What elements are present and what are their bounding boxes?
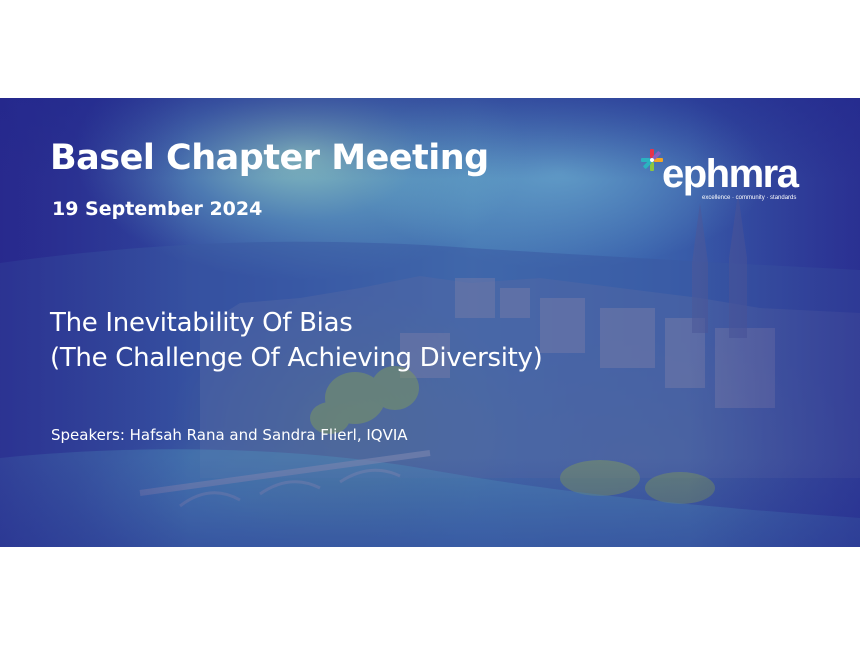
ephmra-wordmark: ephmra <box>662 152 799 196</box>
ephmra-logo: ephmra excellence · community · standard… <box>640 146 820 206</box>
meeting-date: 19 September 2024 <box>52 198 263 220</box>
background-vignette <box>0 98 860 547</box>
talk-title-line-1: The Inevitability Of Bias <box>50 308 353 338</box>
slide-title: Basel Chapter Meeting <box>50 138 489 178</box>
ephmra-star-icon <box>641 149 663 171</box>
talk-title: The Inevitability Of Bias (The Challenge… <box>50 306 543 376</box>
ephmra-tagline: excellence · community · standards <box>702 195 797 201</box>
title-slide: Basel Chapter Meeting 19 September 2024 … <box>0 98 860 547</box>
speakers-line: Speakers: Hafsah Rana and Sandra Flierl,… <box>51 426 408 444</box>
talk-title-line-2: (The Challenge Of Achieving Diversity) <box>50 343 543 373</box>
